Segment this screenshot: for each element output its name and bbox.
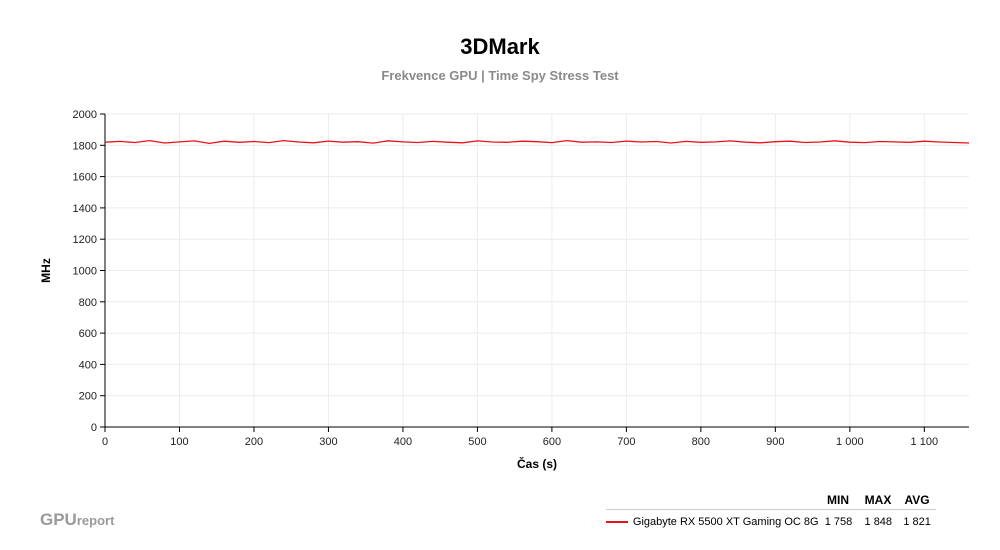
y-tick-label: 400	[79, 359, 97, 371]
y-tick-label: 1800	[73, 140, 97, 152]
y-tick-label: 2000	[73, 109, 97, 121]
x-tick-label: 500	[468, 436, 486, 448]
y-axis-title: MHz	[39, 258, 53, 283]
legend-avg-value: 1 821	[903, 516, 931, 528]
y-tick-label: 0	[91, 422, 97, 434]
x-tick-label: 200	[245, 436, 263, 448]
y-tick-label: 1200	[73, 234, 97, 246]
legend-header: MIN MAX AVG	[606, 493, 936, 510]
x-tick-label: 1 000	[836, 436, 864, 448]
series-line	[104, 139, 970, 145]
y-tick-label: 1600	[73, 172, 97, 184]
legend-max-value: 1 848	[864, 516, 893, 528]
x-tick-label: 400	[394, 436, 412, 448]
x-axis-title: Čas (s)	[517, 456, 557, 471]
y-tick-label: 600	[79, 328, 97, 340]
x-tick-label: 800	[692, 436, 710, 448]
x-tick-label: 100	[170, 436, 188, 448]
legend-min-value: 1 758	[824, 516, 853, 528]
legend-header-min: MIN	[827, 493, 849, 507]
x-tick-label: 0	[102, 436, 108, 448]
x-tick-label: 1 100	[911, 436, 939, 448]
legend-swatch	[606, 521, 628, 523]
x-tick-label: 600	[543, 436, 561, 448]
y-tick-label: 1400	[73, 203, 97, 215]
chart-title: 3DMark	[460, 34, 540, 59]
x-tick-label: 300	[319, 436, 337, 448]
legend: MIN MAX AVG Gigabyte RX 5500 XT Gaming O…	[606, 493, 936, 528]
legend-entry: Gigabyte RX 5500 XT Gaming OC 8G 1 758 1…	[606, 516, 936, 528]
y-tick-label: 800	[79, 297, 97, 309]
chart-subtitle: Frekvence GPU | Time Spy Stress Test	[381, 68, 619, 83]
y-tick-label: 200	[79, 391, 97, 403]
logo-sub-text: report	[76, 513, 115, 528]
x-tick-label: 700	[617, 436, 635, 448]
legend-header-max: MAX	[864, 493, 892, 507]
legend-header-avg: AVG	[904, 493, 930, 507]
gpureport-logo: GPUreport	[40, 510, 114, 530]
x-tick-label: 900	[766, 436, 784, 448]
y-tick-label: 1000	[73, 266, 97, 278]
legend-series-name: Gigabyte RX 5500 XT Gaming OC 8G	[632, 516, 819, 528]
line-chart: 0 200 400 600 800 1000 1200 1400 1600 1800 2000 0 10…	[39, 109, 970, 471]
logo-main-text: GPU	[40, 510, 77, 529]
